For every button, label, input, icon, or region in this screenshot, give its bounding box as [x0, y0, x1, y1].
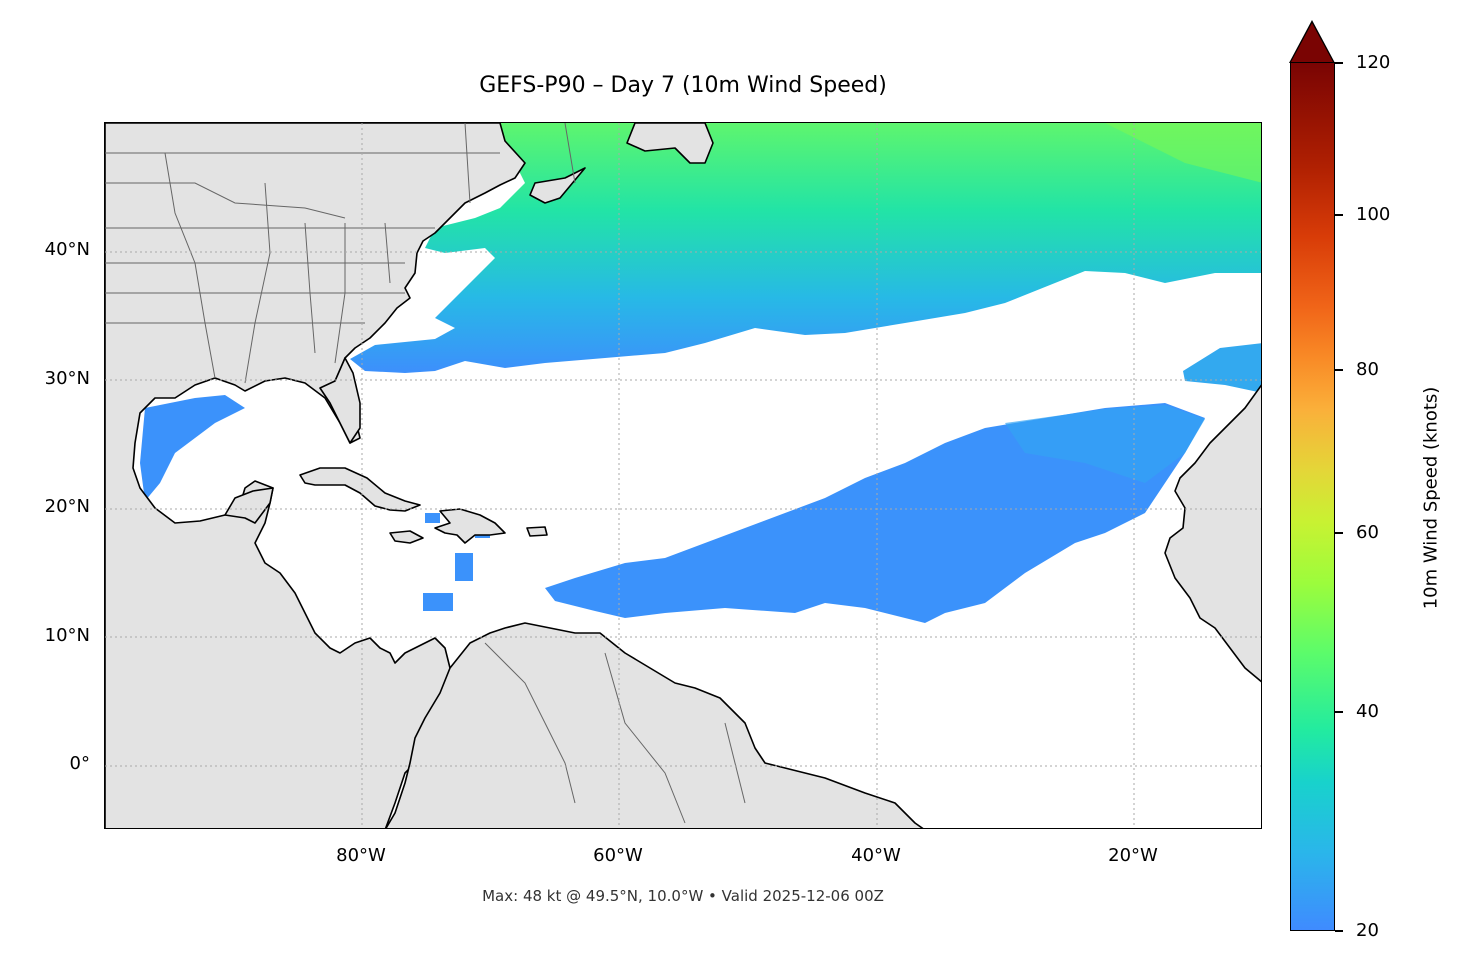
political-borders	[105, 123, 746, 824]
colorbar-label-100: 100	[1356, 204, 1391, 225]
max-value-footnote: Max: 48 kt @ 49.5°N, 10.0°W • Valid 2025…	[482, 887, 884, 905]
colorbar-tick-mark	[1335, 62, 1343, 64]
lat-tick-0: 0°	[69, 753, 90, 774]
colorbar-label-120: 120	[1356, 52, 1391, 73]
lat-tick-10n: 10°N	[44, 625, 90, 646]
map-panel[interactable]	[104, 122, 1262, 829]
colorbar-tick-mark	[1335, 930, 1343, 932]
map-canvas	[105, 123, 1261, 828]
map-title: GEFS-P90 – Day 7 (10m Wind Speed)	[479, 73, 887, 98]
colorbar-tick-mark	[1335, 711, 1343, 713]
colorbar-label-20: 20	[1356, 920, 1379, 941]
colorbar-label-80: 80	[1356, 359, 1379, 380]
colorbar-label-40: 40	[1356, 701, 1379, 722]
colorbar-tick-mark	[1335, 369, 1343, 371]
lat-tick-20n: 20°N	[44, 496, 90, 517]
lat-tick-30n: 30°N	[44, 368, 90, 389]
colorbar	[1290, 62, 1335, 931]
gridlines	[105, 123, 1261, 828]
colorbar-title: 10m Wind Speed (knots)	[1420, 386, 1442, 610]
colorbar-extend-arrow-fill	[1291, 23, 1333, 62]
colorbar-tick-mark	[1335, 532, 1343, 534]
colorbar-tick-mark	[1335, 214, 1343, 216]
lon-tick-60w: 60°W	[593, 845, 643, 866]
land-masses	[105, 123, 1261, 828]
lon-tick-80w: 80°W	[336, 845, 386, 866]
wind-field	[140, 123, 1261, 623]
lon-tick-40w: 40°W	[851, 845, 901, 866]
lon-tick-20w: 20°W	[1108, 845, 1158, 866]
colorbar-label-60: 60	[1356, 522, 1379, 543]
lat-tick-40n: 40°N	[44, 239, 90, 260]
